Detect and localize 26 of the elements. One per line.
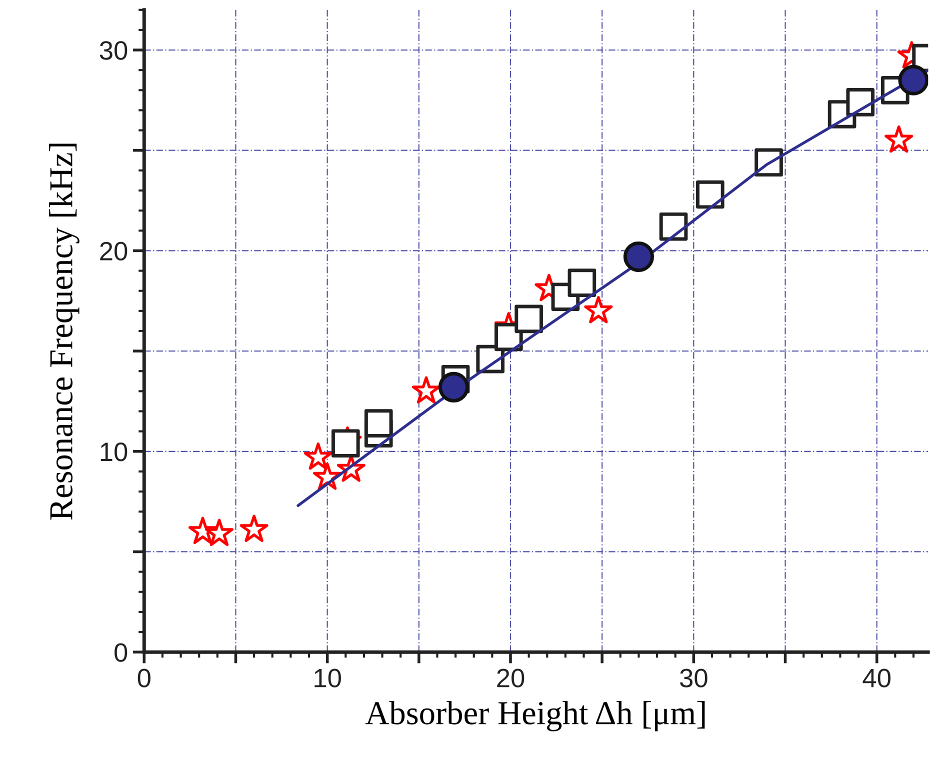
x-tick-label: 30: [680, 668, 708, 688]
point: [623, 241, 654, 272]
point: [364, 409, 393, 438]
y-tick-label: 0: [114, 643, 128, 662]
point: [331, 429, 360, 458]
point: [696, 180, 724, 209]
point: [304, 442, 332, 470]
x-tick-label: 40: [862, 668, 890, 688]
x-tick-label: 10: [314, 668, 341, 688]
point: [898, 64, 928, 96]
point: [240, 514, 268, 542]
x-tick-label: 0: [138, 668, 150, 688]
x-axis-title: Absorber Height Δh [μm]: [365, 700, 705, 732]
point: [568, 268, 596, 297]
y-tick-label: 20: [100, 242, 128, 261]
point: [204, 518, 234, 546]
y-axis-title: Resonance Frequency [kHz]: [49, 144, 80, 520]
point: [514, 304, 543, 334]
point: [438, 372, 469, 402]
point: [412, 376, 441, 404]
point: [584, 296, 613, 324]
y-tick-label: 10: [100, 442, 128, 462]
point: [884, 125, 914, 153]
x-tick-label: 20: [497, 668, 524, 688]
point: [659, 212, 688, 241]
y-tick-label: 30: [100, 41, 128, 60]
